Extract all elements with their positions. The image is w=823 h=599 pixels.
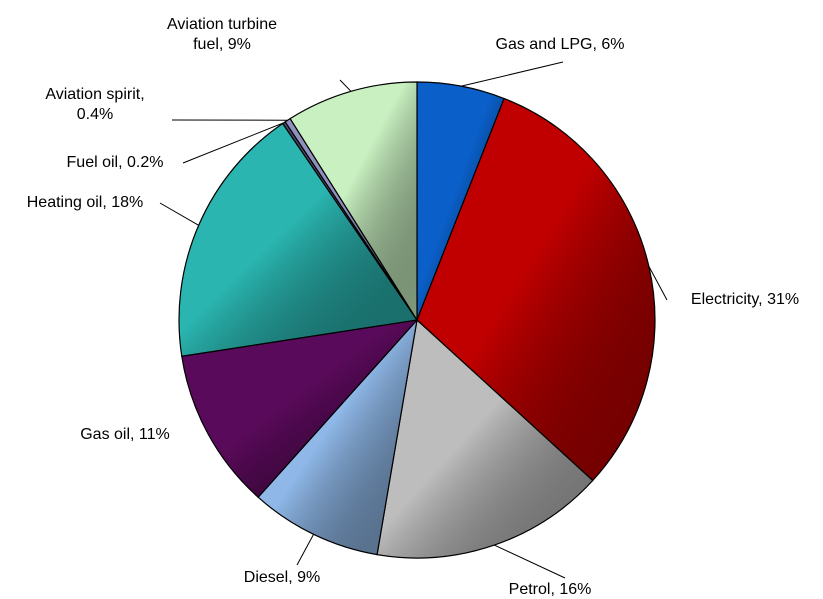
slice-label: Electricity, 31% xyxy=(690,291,800,308)
leader-line xyxy=(296,534,314,566)
leader-line xyxy=(494,544,566,579)
slice xyxy=(181,319,419,499)
slice-label: Gas oil, 11% xyxy=(80,426,170,443)
slice-group xyxy=(376,318,594,559)
slice-label: Aviation spirit, 0.4% xyxy=(45,86,145,123)
slice-group xyxy=(181,319,419,499)
slice-group xyxy=(257,318,418,556)
slice xyxy=(376,318,594,559)
slice-label: Heating oil, 18% xyxy=(26,194,144,211)
slice-label: Diesel, 9% xyxy=(243,569,321,586)
slice xyxy=(289,81,418,323)
leader-line xyxy=(648,265,668,301)
slice-label: Aviation turbine fuel, 9% xyxy=(167,16,277,53)
slice xyxy=(257,318,418,556)
slice-label: Petrol, 16% xyxy=(508,581,592,598)
slice xyxy=(178,122,419,357)
leader-line xyxy=(182,122,285,164)
leader-line xyxy=(339,79,352,92)
slice-label: Gas and LPG, 6% xyxy=(495,36,625,53)
slice-group xyxy=(289,81,418,323)
leader-line xyxy=(159,202,199,226)
leader-line xyxy=(461,61,564,87)
slice-label: Fuel oil, 0.2% xyxy=(66,154,164,171)
slice-group xyxy=(178,122,419,357)
slice-group xyxy=(416,81,505,321)
